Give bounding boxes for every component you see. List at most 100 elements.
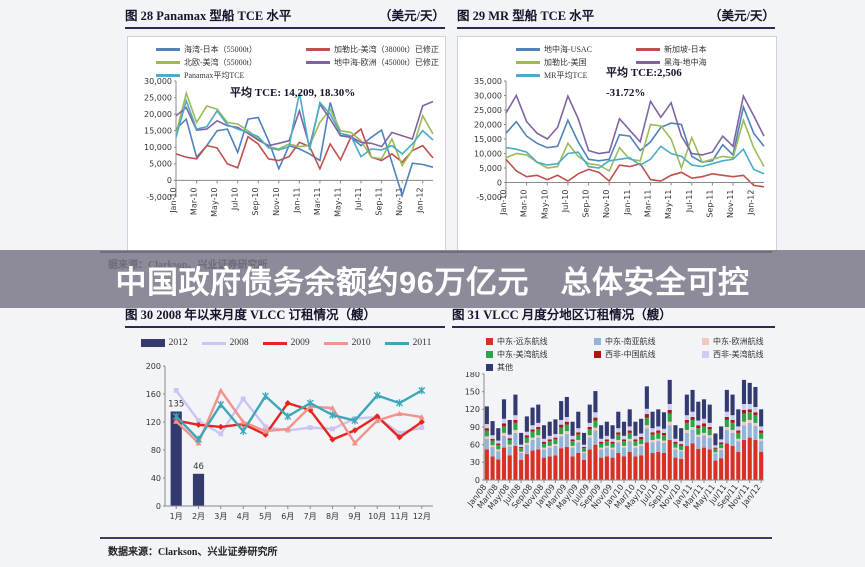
svg-text:20,000: 20,000 <box>144 110 172 119</box>
figure31-chart: 中东-远东航线 中东-南亚航线 中东-欧洲航线 中东-美湾航线 西非-中国航线 西非-美湾… <box>452 332 774 532</box>
svg-text:135: 135 <box>168 400 184 410</box>
svg-text:25,000: 25,000 <box>474 106 502 115</box>
svg-text:46: 46 <box>193 462 204 472</box>
figure29-unit-label: （美元/天） <box>709 9 775 23</box>
svg-text:Mar-11: Mar-11 <box>313 187 322 215</box>
svg-text:May-10: May-10 <box>540 190 549 219</box>
svg-text:25,000: 25,000 <box>144 93 172 102</box>
source-rule-bottom <box>100 537 772 539</box>
fig29-svg: -5,000 0 5,000 10,000 15,000 20,000 25,000 30,0… <box>474 77 765 219</box>
figure28-title-row: 图 28 Panamax 型船 TCE 水平 （美元/天） <box>125 5 445 29</box>
figure28-legend: 海湾-日本（55000t） 加勒比-美湾（38000t）已修正 北欧-美湾（5500… <box>128 37 445 83</box>
svg-text:Nov-10: Nov-10 <box>602 190 611 218</box>
svg-text:Mar-10: Mar-10 <box>190 187 199 215</box>
svg-text:Nov-10: Nov-10 <box>272 187 281 215</box>
svg-text:30,000: 30,000 <box>144 77 172 86</box>
svg-text:Nov-11: Nov-11 <box>726 190 735 218</box>
svg-text:15,000: 15,000 <box>144 127 172 136</box>
svg-text:60: 60 <box>470 441 480 450</box>
svg-text:40: 40 <box>151 474 161 483</box>
svg-text:10,000: 10,000 <box>474 149 502 158</box>
svg-text:1月: 1月 <box>170 512 183 521</box>
figure29-title-row: 图 29 MR 型船 TCE 水平 （美元/天） <box>457 5 775 29</box>
svg-text:80: 80 <box>151 446 161 455</box>
svg-text:6月: 6月 <box>281 512 294 521</box>
banner-text: 中国政府债务余额约96万亿元 总体安全可控 <box>115 264 750 300</box>
figure29-annotation: 平均 TCE:2,506 -31.72% <box>606 67 682 99</box>
svg-text:30: 30 <box>470 458 480 467</box>
svg-text:0: 0 <box>156 502 161 511</box>
figure29-legend: 地中海-USAC 新加坡-日本 加勒比-美国 黑海-地中海 MR平均TCE <box>458 37 776 83</box>
svg-text:5,000: 5,000 <box>149 160 172 169</box>
fig31-svg: 0306090120150180Jan/08Mar/08May/08Jul/08… <box>465 372 764 511</box>
svg-text:0: 0 <box>497 178 502 187</box>
svg-text:Mar-10: Mar-10 <box>520 190 529 218</box>
figure29-title: 图 29 MR 型船 TCE 水平 <box>457 9 595 23</box>
svg-text:10月: 10月 <box>368 512 386 521</box>
svg-text:May-10: May-10 <box>210 187 219 216</box>
svg-text:4月: 4月 <box>237 512 250 521</box>
figure28-title: 图 28 Panamax 型船 TCE 水平 <box>125 9 292 23</box>
fig30-svg: 0 40 80 120 160 200 1月 2月 3月 4月 5月 6月 7月 8月 9月 10月 11月 12… <box>146 362 433 521</box>
svg-text:11月: 11月 <box>390 512 408 521</box>
news-banner: 中国政府债务余额约96万亿元 总体安全可控 <box>0 250 865 308</box>
svg-text:May-11: May-11 <box>334 187 343 216</box>
svg-text:90: 90 <box>470 423 480 432</box>
svg-text:Jan-11: Jan-11 <box>623 190 632 216</box>
svg-text:5,000: 5,000 <box>479 164 502 173</box>
svg-text:5月: 5月 <box>259 512 272 521</box>
svg-text:Sep-10: Sep-10 <box>582 190 591 218</box>
fig28-svg: -5,000 0 5,000 10,000 15,000 20,000 25,000 30,0… <box>144 77 434 217</box>
svg-text:180: 180 <box>465 372 480 379</box>
svg-text:May-11: May-11 <box>664 190 673 219</box>
svg-text:2月: 2月 <box>192 512 205 521</box>
svg-text:Sep-11: Sep-11 <box>375 187 384 215</box>
svg-text:Jul-10: Jul-10 <box>561 190 570 214</box>
figure29-plot: -5,000 0 5,000 10,000 15,000 20,000 25,000 30,0… <box>460 77 772 249</box>
svg-text:Jan-10: Jan-10 <box>499 190 508 216</box>
figure28-annotation: 平均 TCE: 14,209, 18.30% <box>230 87 356 99</box>
figure28-plot: -5,000 0 5,000 10,000 15,000 20,000 25,000 30,0… <box>130 77 441 249</box>
svg-text:Sep-11: Sep-11 <box>705 190 714 218</box>
figure30-legend: 2012 2008 2009 2010 2011 <box>127 332 445 350</box>
svg-text:150: 150 <box>465 388 480 397</box>
svg-text:9月: 9月 <box>348 512 361 521</box>
figure30-plot: 0 40 80 120 160 200 1月 2月 3月 4月 5月 6月 7月 8月 9月 10月 11月 12… <box>129 350 443 530</box>
svg-text:35,000: 35,000 <box>474 77 502 86</box>
svg-text:7月: 7月 <box>304 512 317 521</box>
figure30-chart: 2012 2008 2009 2010 2011 0 40 80 120 160 200 1月 2月 3… <box>127 332 445 532</box>
svg-text:Sep-10: Sep-10 <box>251 187 260 215</box>
svg-text:10,000: 10,000 <box>144 143 172 152</box>
svg-text:Mar-11: Mar-11 <box>644 190 653 218</box>
svg-text:0: 0 <box>475 476 480 485</box>
figure28-unit-label: （美元/天） <box>379 9 445 23</box>
svg-text:Jan-10: Jan-10 <box>169 187 178 213</box>
figure30-title-row: 图 30 2008 年以来月度 VLCC 订租情况（艘） <box>125 304 445 328</box>
svg-text:8月: 8月 <box>326 512 339 521</box>
svg-text:Jul-11: Jul-11 <box>354 187 363 211</box>
figure31-title-row: 图 31 VLCC 月度分地区订租情况（艘） <box>452 304 775 328</box>
svg-text:-5,000: -5,000 <box>476 193 502 202</box>
figure31-legend: 中东-远东航线 中东-南亚航线 中东-欧洲航线 中东-美湾航线 西非-中国航线 西非-美湾… <box>452 332 774 373</box>
svg-text:120: 120 <box>465 405 480 414</box>
svg-text:120: 120 <box>146 418 161 427</box>
svg-text:30,000: 30,000 <box>474 91 502 100</box>
svg-text:160: 160 <box>146 390 161 399</box>
svg-text:Nov-11: Nov-11 <box>395 187 404 215</box>
svg-text:Jan-11: Jan-11 <box>292 187 301 213</box>
figure29-chart: 地中海-USAC 新加坡-日本 加勒比-美国 黑海-地中海 MR平均TCE -5,000… <box>457 36 777 252</box>
svg-text:12月: 12月 <box>413 512 431 521</box>
svg-text:Jan-12: Jan-12 <box>747 190 756 216</box>
svg-text:15,000: 15,000 <box>474 135 502 144</box>
svg-text:200: 200 <box>146 362 161 371</box>
figure31-plot: 0 30 60 90 120 150 180 Jan/08 Mar/08 May/08 Jul/08… <box>454 372 772 530</box>
data-source-bottom: 数据来源：Clarkson、兴业证券研究所 <box>108 547 278 558</box>
figure30-title: 图 30 2008 年以来月度 VLCC 订租情况（艘） <box>125 308 377 322</box>
figure31-title: 图 31 VLCC 月度分地区订租情况（艘） <box>452 308 672 322</box>
svg-text:3月: 3月 <box>214 512 227 521</box>
svg-text:20,000: 20,000 <box>474 120 502 129</box>
svg-text:Jul-10: Jul-10 <box>231 187 240 211</box>
svg-text:Jul-11: Jul-11 <box>685 190 694 214</box>
svg-text:Jan-12: Jan-12 <box>416 187 425 213</box>
